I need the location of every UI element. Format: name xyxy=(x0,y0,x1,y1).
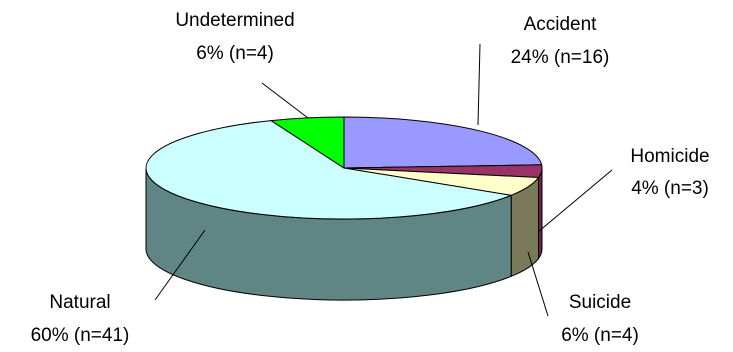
slice-value-homicide: 4% (n=3) xyxy=(631,178,709,199)
label-suicide: Suicide 6% (n=4) xyxy=(561,292,639,346)
slice-side-homicide xyxy=(537,167,543,261)
slice-name-homicide: Homicide xyxy=(630,146,709,167)
label-natural: Natural 60% (n=41) xyxy=(31,292,130,346)
slice-name-undetermined: Undetermined xyxy=(175,10,294,31)
slice-name-accident: Accident xyxy=(524,14,598,35)
leader-line-undetermined xyxy=(261,82,309,119)
label-homicide: Homicide 4% (n=3) xyxy=(630,146,709,199)
slice-natural xyxy=(145,120,514,220)
slice-value-undetermined: 6% (n=4) xyxy=(196,43,274,64)
slice-value-suicide: 6% (n=4) xyxy=(561,325,639,346)
slice-value-accident: 24% (n=16) xyxy=(511,47,610,68)
slice-undetermined xyxy=(269,116,345,169)
slice-value-natural: 60% (n=41) xyxy=(31,325,130,346)
slice-accident xyxy=(343,116,543,169)
pie-slices xyxy=(145,116,543,220)
leader-lines xyxy=(154,43,613,317)
label-accident: Accident 24% (n=16) xyxy=(511,14,610,68)
leader-line-natural xyxy=(154,229,206,301)
leader-line-homicide xyxy=(537,169,613,233)
leader-line-accident xyxy=(477,43,481,126)
slice-name-natural: Natural xyxy=(49,292,110,313)
leader-line-suicide xyxy=(527,251,549,317)
slice-name-suicide: Suicide xyxy=(569,292,631,313)
label-undetermined: Undetermined 6% (n=4) xyxy=(175,10,294,64)
